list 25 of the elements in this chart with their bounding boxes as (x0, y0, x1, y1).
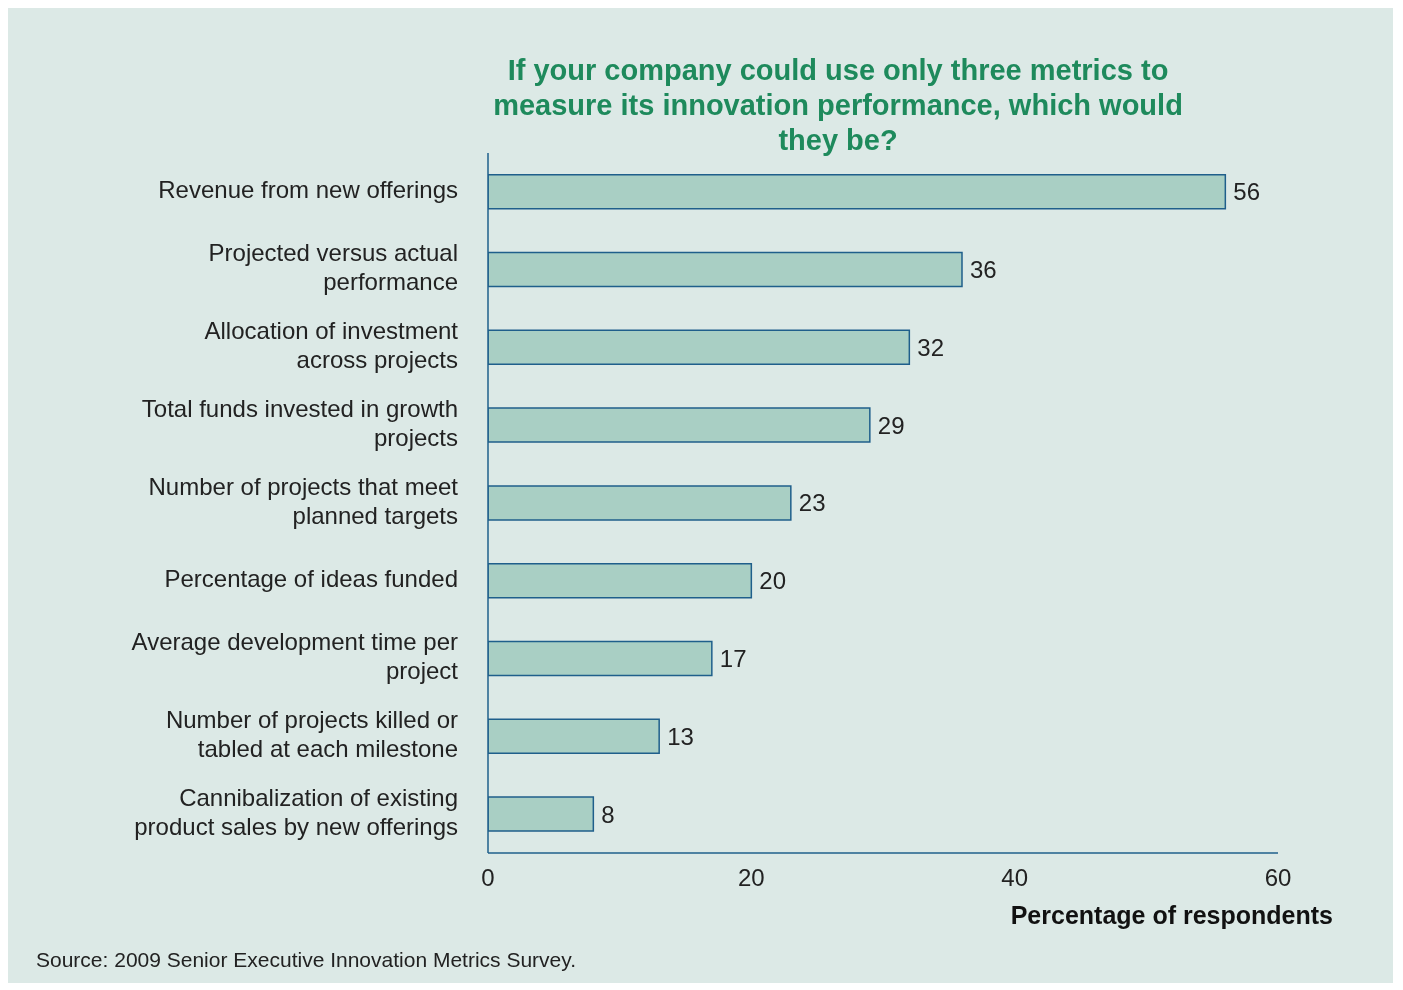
y-tick-label: Number of projects that meet planned targets (148, 472, 459, 529)
data-label: 23 (798, 489, 826, 517)
y-tick-label: Number of projects killed or tabled at each milestone (165, 706, 458, 763)
x-tick-label: 20 (737, 864, 765, 892)
chart-title: If your company could use only three metrics to measure its innovation performance, which would they be? (492, 53, 1184, 158)
data-label: 36 (970, 256, 997, 284)
y-tick-label: Projected versus actual performance (208, 239, 458, 296)
data-label: 8 (601, 800, 615, 828)
x-axis-title: Percentage of respondents (1010, 901, 1333, 930)
y-tick-label: Revenue from new offerings (158, 176, 458, 204)
y-tick-label: Average development time per project (131, 628, 459, 685)
data-label: 20 (759, 567, 787, 595)
x-tick-label: 40 (1001, 864, 1029, 892)
y-tick-label: Allocation of investment across projects (204, 317, 459, 374)
y-tick-label: Total funds invested in growth projects (141, 395, 458, 452)
x-tick-label: 0 (481, 864, 495, 892)
y-tick-label: Cannibalization of existing product sales by new offerings (134, 783, 458, 840)
x-tick-label: 60 (1264, 864, 1292, 892)
data-label: 32 (917, 333, 945, 361)
y-tick-label: Percentage of ideas funded (164, 565, 458, 593)
data-label: 17 (719, 644, 747, 672)
source-note: Source: 2009 Senior Executive Innovation Metrics Survey. (36, 948, 577, 972)
data-label: 56 (1233, 178, 1261, 206)
data-label: 29 (877, 411, 905, 439)
data-label: 13 (667, 722, 694, 750)
